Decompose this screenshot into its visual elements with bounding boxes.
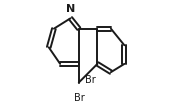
- Text: Br: Br: [85, 75, 96, 85]
- Text: N: N: [66, 4, 75, 14]
- Text: Br: Br: [74, 93, 84, 103]
